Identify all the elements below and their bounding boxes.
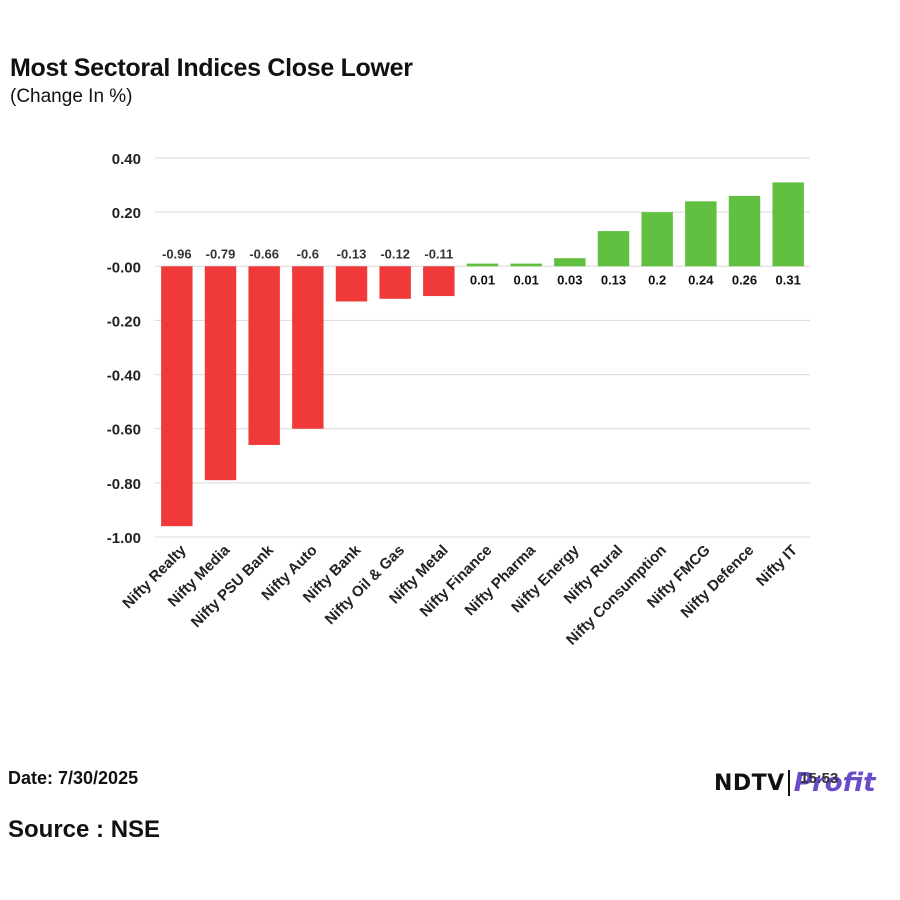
bar — [423, 266, 455, 297]
bar — [597, 231, 630, 267]
logo-separator — [787, 770, 790, 796]
date-label: Date: 7/30/2025 — [8, 768, 139, 788]
bar — [292, 266, 324, 429]
logo-ndtv-text: NDTV — [714, 770, 785, 796]
y-tick-label: 0.40 — [112, 151, 141, 168]
y-tick-label: 0.20 — [112, 205, 141, 222]
bar — [248, 266, 280, 445]
bar — [772, 182, 804, 267]
data-label: 0.2 — [648, 272, 666, 287]
y-tick-label: -0.80 — [107, 476, 141, 493]
data-label: -0.66 — [249, 246, 279, 261]
y-tick-label: -1.00 — [107, 530, 141, 547]
bar — [379, 266, 411, 299]
chart-subtitle: (Change In %) — [10, 86, 133, 107]
data-label: -0.96 — [162, 246, 192, 261]
bars — [161, 182, 804, 527]
data-label: -0.11 — [424, 246, 453, 261]
logo-time-text: 15:53 — [800, 770, 839, 787]
y-axis-ticks: 0.40 0.20 -0.00 -0.20 -0.40 -0.60 -0.80 -1.00 — [107, 151, 141, 547]
data-label: 0.01 — [470, 272, 495, 287]
source-label: Source : NSE — [8, 816, 161, 843]
data-label: 0.13 — [601, 272, 626, 287]
bar — [204, 266, 237, 481]
y-tick-label: -0.60 — [107, 422, 141, 439]
ndtv-profit-logo: NDTV Profit 15:53 — [714, 766, 876, 800]
bar — [728, 195, 761, 267]
data-label: 0.24 — [688, 272, 714, 287]
x-tick-label: Nifty IT — [753, 542, 801, 590]
bar — [161, 266, 193, 527]
data-label: 0.31 — [776, 272, 801, 287]
bar — [554, 258, 586, 267]
logo-profit-text: Profit — [793, 768, 876, 798]
x-tick-label: Nifty Oil & Gas — [322, 542, 408, 628]
data-label: -0.79 — [206, 246, 236, 261]
bar — [335, 266, 368, 302]
data-label: 0.03 — [557, 272, 582, 287]
y-tick-label: -0.40 — [107, 368, 141, 385]
data-labels: -0.96 -0.79 -0.66 -0.6 -0.13 -0.12 -0.11 0.01 0.… — [162, 246, 801, 287]
data-label: 0.26 — [732, 272, 757, 287]
bar — [685, 201, 717, 267]
y-tick-label: -0.20 — [107, 313, 141, 330]
bar — [510, 263, 542, 267]
data-label: -0.12 — [380, 246, 410, 261]
data-label: -0.13 — [337, 246, 367, 261]
bar — [641, 212, 673, 267]
data-label: -0.6 — [297, 246, 319, 261]
chart-title: Most Sectoral Indices Close Lower — [10, 54, 413, 82]
data-label: 0.01 — [514, 272, 539, 287]
bar — [466, 263, 499, 267]
y-tick-label: -0.00 — [107, 259, 141, 276]
